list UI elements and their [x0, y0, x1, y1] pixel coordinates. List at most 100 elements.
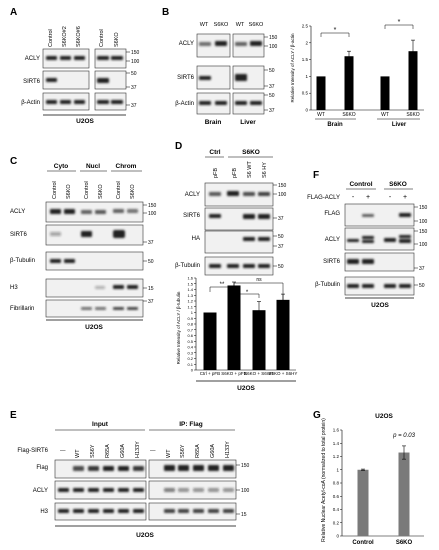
- panel-c-cell-line: U2OS: [85, 324, 103, 331]
- panel-d-blot-label: HA: [192, 236, 200, 242]
- panel-d-letter: D: [175, 141, 182, 152]
- bar: [252, 310, 266, 370]
- panel-c-sample-label: Control: [116, 181, 122, 199]
- panel-e-headers: Input IP: Flag: [92, 421, 203, 428]
- panel-d-groups: Ctrl S6KO: [209, 149, 259, 156]
- panel-c-markers: 150 100 37 50 15 37: [143, 203, 157, 305]
- y-tick-label: 1.5: [187, 281, 193, 286]
- x-tick-label: Ctrl + pFB: [200, 371, 220, 376]
- panel-c-marker: 150: [148, 203, 157, 209]
- x-tick-label: WT: [381, 112, 389, 118]
- panel-g-yticks: 0 0.2 0.4 0.6 0.8 1 1.2 1.4 1.6: [333, 428, 340, 539]
- panel-f-markers: 150 100 150 100 37 50: [414, 205, 428, 289]
- sign-label: +: [403, 194, 407, 201]
- panel-d-marker: 37: [278, 244, 284, 250]
- panel-e-sample-label: R65A: [105, 444, 111, 458]
- y-tick-label: 1.2: [333, 454, 340, 459]
- section-header: IP: Flag: [179, 421, 203, 428]
- panel-c-sample-label: S6KO: [98, 184, 104, 199]
- panel-c-blot-label: SIRT6: [10, 232, 28, 238]
- panel-b-blot-label: SIRT6: [177, 75, 195, 81]
- y-tick-label: 0.4: [333, 507, 340, 512]
- sign-label: -: [352, 194, 355, 201]
- panel-d-sample-label: S6 WT: [247, 161, 253, 178]
- y-tick-label: 0.5: [187, 339, 193, 344]
- fraction-label: Chrom: [116, 163, 137, 170]
- panel-f-blot-label: ACLY: [325, 237, 340, 243]
- y-tick-label: 0: [305, 108, 308, 113]
- panel-a-blot-label: β-Actin: [21, 100, 40, 106]
- panel-b-chart-sig: * *: [320, 19, 414, 37]
- panel-c-sample-label: Control: [84, 181, 90, 199]
- panel-b-blots: [196, 33, 265, 115]
- panel-c-sample-label: S6KO: [130, 184, 136, 199]
- panel-b-markers: 150 100 50 37 50 37: [264, 35, 278, 114]
- panel-e-sample-label: WT: [166, 449, 172, 458]
- panel-c-sample-label: S6KO: [66, 184, 72, 199]
- panel-e-sample-label: —: [150, 448, 156, 454]
- panel-e-blot-labels: Flag ACLY H3: [33, 465, 49, 515]
- panel-e-sample-label: H133Y: [225, 441, 231, 458]
- panel-c-marker: 37: [148, 240, 154, 246]
- panel-f-groups: Control S6KO: [349, 181, 406, 188]
- x-tick-label: WT: [317, 112, 325, 118]
- panel-b-tissue: Brain: [205, 119, 222, 126]
- panel-e-sample-label: —: [60, 448, 66, 454]
- y-tick-label: 1: [305, 74, 308, 79]
- panel-a-letter: A: [10, 7, 17, 18]
- panel-c-marker: 37: [148, 299, 154, 305]
- y-tick-label: 0: [191, 368, 194, 373]
- panel-d-chart-xlabels: Ctrl + pFB S6KO + pFB S6KO + S6WT S6KO +…: [200, 371, 298, 376]
- panel-g: G U2OS Relative Nuclear Acetyl-coA (norm…: [313, 410, 424, 546]
- significance-mark: *: [334, 27, 337, 34]
- group-label: Control: [349, 181, 372, 188]
- panel-g-ylabel: Relative Nuclear Acetyl-coA (normalized …: [321, 418, 327, 542]
- panel-d-marker: 50: [278, 264, 284, 270]
- y-tick-label: 1.6: [333, 428, 340, 433]
- panel-a-sample-labels: Control S6KO#2 S6KO#6 Control S6KO: [48, 26, 120, 47]
- panel-c-fractions: Cyto Nucl Chrom: [54, 163, 137, 170]
- group-label: S6KO: [389, 181, 407, 188]
- panel-d-marker: 150: [278, 183, 287, 189]
- y-tick-label: 0.3: [187, 350, 193, 355]
- panel-a-sample-label: Control: [99, 29, 105, 47]
- panel-b-sample-label: S6KO: [249, 22, 264, 28]
- y-tick-label: 0.5: [302, 91, 309, 96]
- panel-f-blot-labels: FLAG ACLY SIRT6 β-Tubulin: [315, 211, 341, 288]
- panel-e-blot-label: H3: [40, 509, 48, 515]
- group-label: Ctrl: [209, 149, 220, 156]
- panel-d-sample-label: S6 HY: [262, 162, 268, 178]
- panel-d-cell-line: U2OS: [237, 385, 255, 392]
- panel-a-marker: 150: [131, 50, 140, 56]
- panel-b-marker: 37: [269, 108, 275, 114]
- panel-b: B WT S6KO WT S6KO ACLY SIRT6 β-Actin: [162, 7, 278, 126]
- panel-a-marker: 100: [131, 59, 140, 65]
- panel-e-sample-label: H133Y: [135, 441, 141, 458]
- panel-a-blot-label: SIRT6: [23, 79, 41, 85]
- sign-label: +: [366, 194, 370, 201]
- panel-e-sample-label: R65A: [195, 444, 201, 458]
- panel-f-row-label: FLAG-ACLY: [307, 195, 340, 201]
- x-tick-label: S6KO + S6HY: [269, 371, 298, 376]
- panel-f: F Control S6KO FLAG-ACLY - + - + FLAG AC…: [307, 170, 427, 309]
- panel-f-blot-label: SIRT6: [323, 259, 341, 265]
- x-tick-label: S6KO + pFB: [221, 371, 246, 376]
- panel-c-letter: C: [10, 156, 17, 167]
- panel-e-cell-line: U2OS: [136, 532, 154, 539]
- bar: [344, 56, 354, 110]
- panel-f-marker: 100: [419, 219, 428, 225]
- panel-d-blots: [204, 182, 274, 276]
- sign-label: -: [389, 194, 392, 201]
- panel-b-chart-marks: [309, 25, 424, 111]
- panel-e-marker: 15: [241, 512, 247, 518]
- panel-b-tissue: Liver: [240, 119, 256, 126]
- panel-c-sample-labels: Control S6KO Control S6KO Control S6KO: [52, 181, 136, 199]
- panel-b-marker: 150: [269, 35, 278, 41]
- panel-c-blot-labels: ACLY SIRT6 β-Tubulin H3 Fibrillarin: [10, 209, 35, 312]
- y-tick-label: 2.5: [302, 24, 309, 29]
- significance-mark: *: [398, 19, 401, 26]
- y-tick-label: 1.4: [333, 441, 340, 446]
- panel-c: C Cyto Nucl Chrom Control S6KO Control S…: [10, 156, 157, 331]
- bar: [357, 469, 369, 536]
- y-tick-label: 1: [336, 467, 339, 472]
